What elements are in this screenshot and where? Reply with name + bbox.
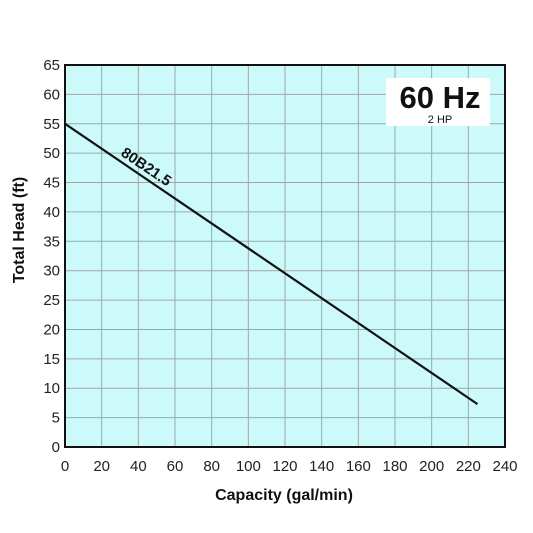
x-tick-label: 100 (236, 458, 261, 475)
y-tick-label: 0 (52, 439, 60, 456)
y-tick-label: 45 (43, 175, 60, 192)
x-tick-label: 20 (93, 458, 110, 475)
y-tick-label: 15 (43, 351, 60, 368)
x-tick-labels: 0 20 40 60 80 100 120 140 160 180 200 220 240 (61, 458, 518, 475)
series-lines (64, 122, 479, 406)
x-tick-label: 40 (130, 458, 147, 475)
x-tick-label: 240 (492, 458, 517, 475)
x-tick-label: 0 (61, 458, 69, 475)
y-tick-label: 35 (43, 233, 60, 250)
x-tick-label: 60 (167, 458, 184, 475)
y-tick-label: 60 (43, 86, 60, 103)
y-tick-label: 65 (43, 57, 60, 74)
y-axis-title: Total Head (ft) (11, 177, 28, 283)
y-tick-label: 10 (43, 380, 60, 397)
x-tick-label: 200 (419, 458, 444, 475)
x-tick-label: 180 (382, 458, 407, 475)
x-tick-label: 160 (346, 458, 371, 475)
chart-title: 60 Hz (400, 80, 481, 115)
y-tick-label: 5 (52, 410, 60, 427)
x-tick-label: 220 (456, 458, 481, 475)
x-axis-title: Capacity (gal/min) (215, 487, 353, 504)
chart-subtitle: 2 HP (428, 114, 452, 126)
x-tick-label: 120 (272, 458, 297, 475)
x-tick-label: 140 (309, 458, 334, 475)
y-tick-label: 55 (43, 116, 60, 133)
plot-border (64, 64, 506, 448)
y-tick-label: 20 (43, 321, 60, 338)
series-line (64, 122, 479, 406)
title-box (386, 78, 490, 126)
y-tick-label: 30 (43, 263, 60, 280)
y-tick-labels: 0 5 10 15 20 25 30 35 40 45 50 55 60 65 (43, 57, 60, 456)
y-tick-label: 40 (43, 204, 60, 221)
y-tick-label: 25 (43, 292, 60, 309)
y-tick-label: 50 (43, 145, 60, 162)
x-tick-label: 80 (203, 458, 220, 475)
